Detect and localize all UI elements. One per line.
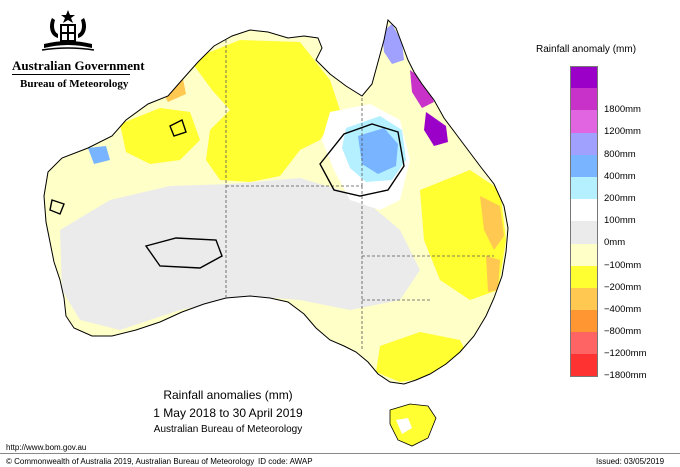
- legend-row: −1800mm: [570, 354, 680, 381]
- legend-row: 1800mm: [570, 88, 680, 115]
- legend-row: 800mm: [570, 132, 680, 160]
- legend-label: 100mm: [604, 215, 636, 227]
- legend-row: 1200mm: [570, 110, 680, 137]
- legend-swatch: [570, 88, 598, 111]
- header-divider: [12, 74, 130, 75]
- legend-swatch: [570, 310, 598, 333]
- legend-row: 0mm: [570, 221, 680, 248]
- legend-row: 400mm: [570, 154, 680, 182]
- legend-label: 400mm: [604, 170, 636, 182]
- legend-label: −1200mm: [604, 348, 647, 360]
- copyright-text: © Commonwealth of Australia 2019, Austra…: [6, 457, 255, 466]
- legend-label: −800mm: [604, 326, 642, 338]
- legend-row: [570, 66, 680, 89]
- map-title: Rainfall anomalies (mm): [163, 388, 293, 402]
- legend-swatch: [570, 199, 598, 222]
- map-source: Australian Bureau of Meteorology: [153, 424, 303, 435]
- legend-row: −1200mm: [570, 332, 680, 359]
- legend-row: 200mm: [570, 176, 680, 204]
- legend-label: −100mm: [604, 259, 642, 271]
- footer-divider: [0, 453, 680, 454]
- issued-date: Issued: 03/05/2019: [596, 457, 665, 466]
- id-code: ID code: AWAP: [258, 457, 313, 466]
- legend-swatch: [570, 221, 598, 244]
- legend-row: 100mm: [570, 199, 680, 226]
- state-borders: [225, 40, 494, 350]
- bureau-title: Bureau of Meteorology: [20, 78, 129, 90]
- legend-swatch: [570, 243, 598, 266]
- legend-swatch: [570, 176, 598, 200]
- legend-label: 800mm: [604, 148, 636, 160]
- coat-of-arms-icon: [41, 10, 95, 51]
- tasmania: [389, 403, 437, 447]
- bom-url-link[interactable]: http://www.bom.gov.au: [6, 443, 87, 452]
- legend-label: −1800mm: [604, 370, 647, 382]
- map-period: 1 May 2018 to 30 April 2019: [153, 406, 303, 420]
- legend-swatch: [570, 332, 598, 355]
- legend: 1800mm 1200mm 800mm 400mm 200mm 100mm 0mm −100m…: [570, 66, 680, 381]
- legend-label: 1200mm: [604, 126, 641, 138]
- legend-label: 200mm: [604, 192, 636, 204]
- legend-swatch: [570, 110, 598, 133]
- legend-swatch: [570, 66, 598, 89]
- legend-row: −400mm: [570, 287, 680, 315]
- legend-row: −200mm: [570, 265, 680, 293]
- zero-contours: [49, 119, 405, 269]
- legend-swatch: [570, 354, 598, 377]
- legend-label: 1800mm: [604, 104, 641, 116]
- legend-swatch: [570, 287, 598, 311]
- legend-swatch: [570, 154, 598, 177]
- legend-swatch: [570, 265, 598, 288]
- legend-row: −800mm: [570, 310, 680, 337]
- legend-title: Rainfall anomaly (mm): [536, 44, 637, 55]
- government-title: Australian Government: [12, 58, 145, 73]
- legend-label: 0mm: [604, 237, 626, 249]
- legend-swatch: [570, 132, 598, 155]
- legend-row: −100mm: [570, 243, 680, 271]
- legend-label: −200mm: [604, 281, 642, 293]
- legend-label: −400mm: [604, 303, 642, 315]
